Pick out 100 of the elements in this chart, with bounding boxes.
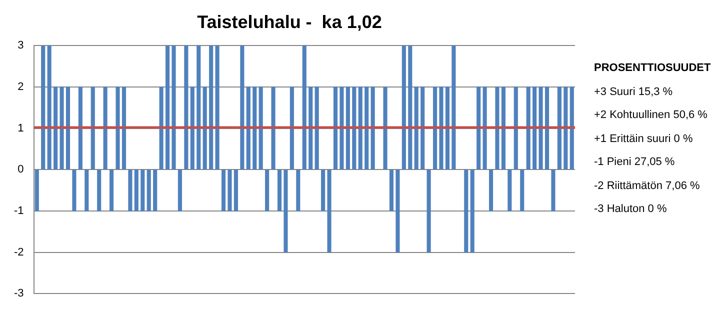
bar xyxy=(166,46,170,170)
bar xyxy=(153,170,158,212)
bar xyxy=(538,86,543,170)
text: -1 Pieni 27,05 % xyxy=(594,156,676,170)
bar xyxy=(470,170,474,253)
bar xyxy=(464,170,468,253)
text: +1 Erittäin suuri 0 % xyxy=(594,132,694,146)
bar xyxy=(265,170,270,212)
bar xyxy=(520,170,524,212)
bar xyxy=(277,170,282,212)
bar xyxy=(215,46,220,170)
bar xyxy=(488,170,494,212)
bar xyxy=(439,86,444,170)
text: +3 Suuri 15,3 % xyxy=(594,86,674,100)
bar xyxy=(240,46,244,170)
bar xyxy=(159,86,164,170)
bar xyxy=(302,46,306,170)
bar xyxy=(184,46,188,170)
bar xyxy=(383,86,388,170)
bar xyxy=(532,86,537,170)
bar xyxy=(60,86,64,170)
bar xyxy=(557,86,562,170)
bar xyxy=(202,86,207,170)
y-tick-label: 0 xyxy=(18,164,24,176)
bar xyxy=(84,170,89,212)
bar xyxy=(34,170,39,212)
bar xyxy=(172,46,176,170)
bar xyxy=(414,86,418,170)
bar xyxy=(90,86,95,170)
bar xyxy=(103,86,108,170)
bar xyxy=(296,170,300,212)
bar xyxy=(358,86,362,170)
bar xyxy=(508,170,512,212)
bar xyxy=(146,170,151,212)
y-tick-label: 1 xyxy=(18,122,24,134)
bar xyxy=(228,170,232,212)
bar xyxy=(128,170,132,212)
bar xyxy=(134,170,138,212)
bar xyxy=(495,86,500,170)
bar xyxy=(54,86,58,170)
bar xyxy=(501,86,506,170)
bar xyxy=(290,86,294,170)
text: -2 Riittämätön 7,06 % xyxy=(594,180,701,194)
bar xyxy=(271,86,276,170)
bar xyxy=(482,86,487,170)
text: PROSENTTIOSUUDET xyxy=(594,62,711,76)
y-tick-label: 3 xyxy=(18,40,24,52)
text: +2 Kohtuullinen 50,6 % xyxy=(594,109,708,123)
bar xyxy=(333,86,338,170)
bar xyxy=(426,170,431,253)
bar xyxy=(364,86,369,170)
y-tick-label: -1 xyxy=(14,204,24,217)
y-tick-label: -3 xyxy=(14,288,24,300)
bar xyxy=(41,46,46,170)
bar xyxy=(97,170,102,212)
chart-title: Taisteluhalu - ka 1,02 xyxy=(197,12,382,32)
bar xyxy=(116,86,120,170)
bar xyxy=(514,86,518,170)
bar xyxy=(551,170,556,212)
bar xyxy=(346,86,350,170)
bar xyxy=(258,86,263,170)
bar xyxy=(352,86,356,170)
bar xyxy=(396,170,400,253)
y-tick-label: 2 xyxy=(18,80,24,93)
bar xyxy=(78,86,82,170)
bar xyxy=(66,86,70,170)
y-tick-label: -2 xyxy=(14,246,24,258)
bar xyxy=(252,86,257,170)
bar xyxy=(570,86,574,170)
bar xyxy=(178,170,182,212)
bar xyxy=(564,86,568,170)
bar xyxy=(234,170,238,212)
bar xyxy=(284,170,288,253)
bar xyxy=(445,86,450,170)
bar xyxy=(433,86,438,170)
bar xyxy=(402,46,406,170)
bar xyxy=(221,170,226,212)
bar xyxy=(209,46,214,170)
bar xyxy=(314,86,319,170)
bar xyxy=(72,170,76,212)
bar xyxy=(526,86,530,170)
bar xyxy=(544,86,550,170)
bar xyxy=(196,46,201,170)
bar xyxy=(110,170,114,212)
text: -3 Haluton 0 % xyxy=(594,203,668,217)
bar xyxy=(420,86,425,170)
bar xyxy=(308,86,313,170)
bar xyxy=(47,46,52,170)
bar xyxy=(122,86,126,170)
bar xyxy=(389,170,394,212)
bar xyxy=(140,170,145,212)
bar xyxy=(370,86,375,170)
bar xyxy=(246,86,250,170)
bar xyxy=(452,46,456,170)
bar xyxy=(327,170,332,253)
bar xyxy=(190,86,194,170)
bar xyxy=(476,86,481,170)
bar xyxy=(340,86,344,170)
bar xyxy=(321,170,326,212)
bar xyxy=(408,46,412,170)
